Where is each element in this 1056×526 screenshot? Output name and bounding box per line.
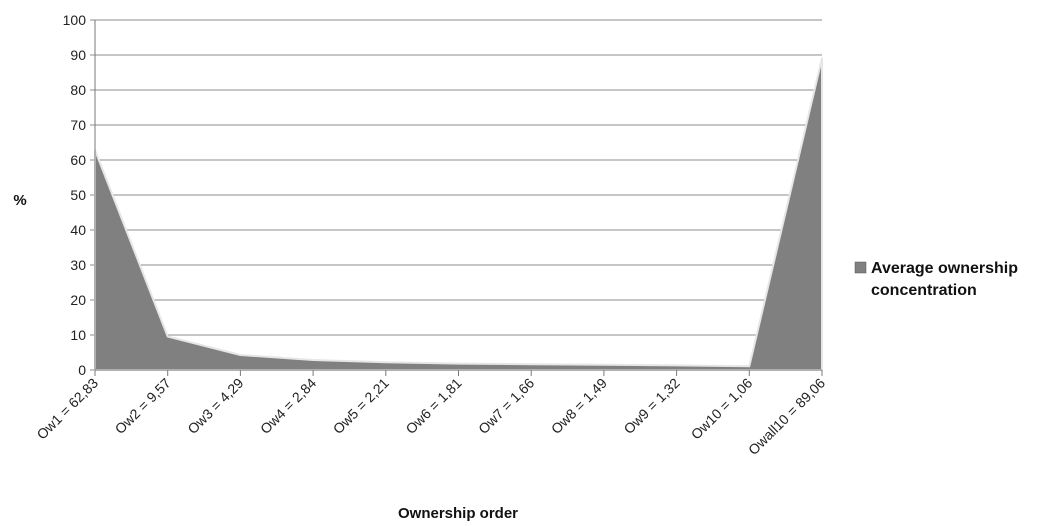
y-tick-labels: 0 10 20 30 40 50 60 70 80 90 100: [63, 12, 87, 378]
y-tick-label: 60: [70, 152, 86, 168]
y-tick-label: 0: [78, 362, 86, 378]
x-tick-label: Ow3 = 4,29: [184, 375, 246, 437]
y-tick-label: 80: [70, 82, 86, 98]
x-tick-label: Ow8 = 1,49: [548, 375, 610, 437]
gridlines: [90, 19, 822, 371]
legend: Average ownership concentration: [854, 260, 1018, 299]
y-tick-label: 30: [70, 257, 86, 273]
x-tick-label: Ow10 = 1,06: [688, 375, 756, 443]
x-tick-labels: Ow1 = 62,83 Ow2 = 9,57 Ow3 = 4,29 Ow4 = 2,8…: [33, 375, 828, 458]
y-tick-label: 10: [70, 327, 86, 343]
y-tick-label: 90: [70, 47, 86, 63]
y-tick-label: 50: [70, 187, 86, 203]
y-tick-label: 70: [70, 117, 86, 133]
x-tick-label: Ow5 = 2,21: [330, 375, 392, 437]
x-tick-label: Ow6 = 1,81: [402, 375, 464, 437]
x-tick-label: Ow4 = 2,84: [257, 375, 319, 437]
x-tick-label: Ow9 = 1,32: [620, 375, 682, 437]
y-tick-label: 20: [70, 292, 86, 308]
y-tick-label: 100: [63, 12, 87, 28]
x-tick-label: Ow2 = 9,57: [112, 375, 174, 437]
x-tick-label: Ow1 = 62,83: [33, 375, 101, 443]
x-tick-label: Ow7 = 1,66: [475, 375, 537, 437]
legend-label: Average ownership concentration: [871, 260, 1018, 299]
x-axis-title: Ownership order: [398, 505, 518, 522]
axes: [94, 20, 823, 376]
legend-swatch: [854, 261, 867, 274]
plot-area: [94, 57, 823, 371]
y-axis-title: %: [13, 192, 26, 209]
series-area: [94, 57, 823, 371]
y-tick-label: 40: [70, 222, 86, 238]
x-tick-label: Owall10 = 89,06: [745, 375, 828, 458]
